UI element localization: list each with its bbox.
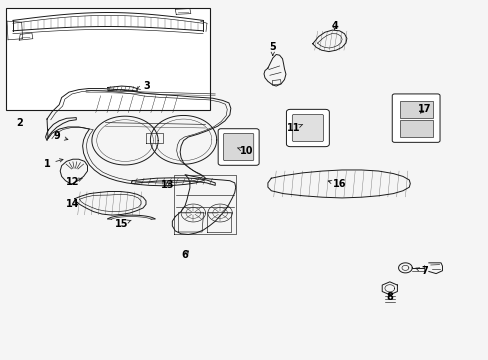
Text: 9: 9 bbox=[53, 131, 68, 141]
Text: 10: 10 bbox=[237, 146, 253, 156]
Text: 7: 7 bbox=[415, 266, 427, 276]
FancyBboxPatch shape bbox=[218, 129, 259, 165]
FancyBboxPatch shape bbox=[391, 94, 439, 142]
Text: 16: 16 bbox=[327, 179, 346, 189]
Text: 1: 1 bbox=[43, 159, 63, 169]
Text: 6: 6 bbox=[181, 250, 188, 260]
Text: 15: 15 bbox=[115, 219, 131, 229]
Bar bbox=[399, 101, 432, 118]
FancyBboxPatch shape bbox=[223, 134, 253, 161]
Text: 2: 2 bbox=[16, 118, 22, 128]
Text: 4: 4 bbox=[331, 21, 337, 31]
Text: 12: 12 bbox=[66, 177, 82, 187]
FancyBboxPatch shape bbox=[292, 114, 323, 141]
FancyBboxPatch shape bbox=[286, 109, 329, 147]
Text: 3: 3 bbox=[137, 81, 150, 91]
Text: 17: 17 bbox=[417, 104, 431, 114]
Bar bbox=[5, 8, 210, 110]
Text: 8: 8 bbox=[386, 292, 392, 302]
Text: 14: 14 bbox=[66, 199, 80, 209]
Text: 11: 11 bbox=[286, 123, 302, 133]
Text: 5: 5 bbox=[269, 42, 276, 55]
Text: 13: 13 bbox=[161, 180, 174, 190]
Bar bbox=[399, 120, 432, 137]
